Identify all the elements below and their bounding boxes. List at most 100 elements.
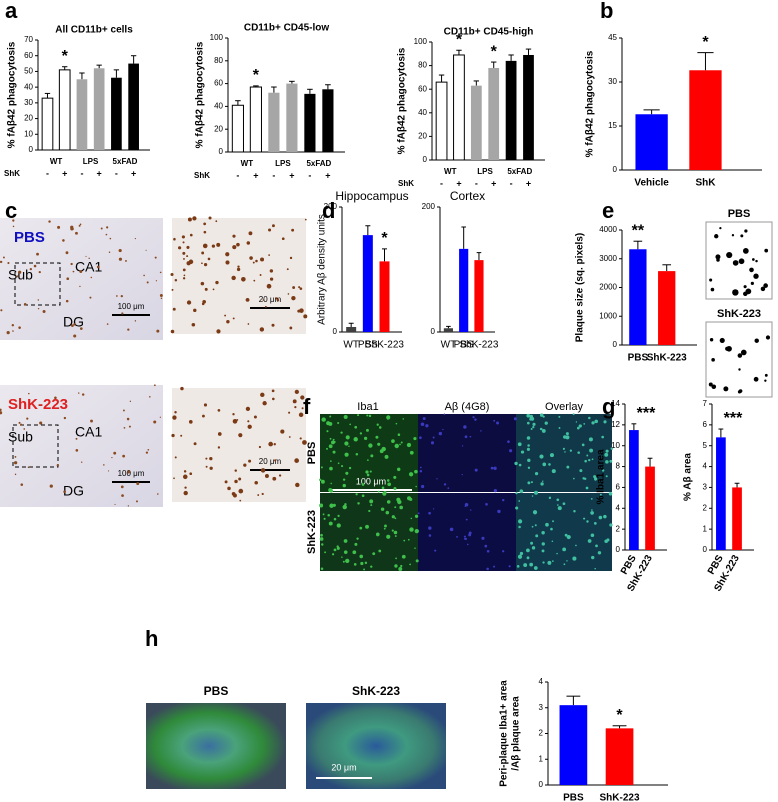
texture (6, 330, 10, 335)
texture (410, 517, 413, 520)
texture (63, 416, 67, 420)
y-tick-label: 14 (611, 399, 620, 408)
texture (114, 503, 116, 505)
texture (276, 298, 280, 302)
texture (586, 454, 589, 457)
y-axis-label: /Aβ plaque area (511, 696, 522, 771)
texture (540, 482, 544, 486)
column-label: Iba1 (357, 401, 378, 413)
texture (231, 491, 236, 496)
texture (225, 252, 230, 257)
texture (113, 451, 117, 455)
texture (255, 259, 258, 263)
texture (224, 480, 228, 484)
texture (216, 242, 221, 247)
texture (594, 419, 599, 424)
texture (125, 259, 127, 262)
texture (709, 338, 714, 342)
texture (469, 435, 472, 438)
annotation: ** (632, 222, 645, 239)
bar (379, 261, 390, 332)
texture (428, 511, 431, 515)
y-tick-label: 80 (418, 61, 427, 70)
texture (359, 526, 363, 530)
bar (505, 60, 517, 160)
texture (2, 256, 5, 259)
texture (21, 237, 23, 239)
texture (234, 469, 237, 472)
texture (369, 499, 374, 504)
texture (269, 277, 274, 281)
y-tick-label: 8 (616, 462, 621, 471)
texture (714, 234, 719, 239)
texture (184, 486, 187, 489)
texture (246, 241, 251, 245)
texture (342, 560, 345, 563)
bar (111, 77, 122, 150)
chart-title: Cortex (450, 189, 485, 203)
texture (463, 535, 466, 538)
x-tick-label: ShK-223 (647, 353, 687, 364)
texture (526, 421, 530, 425)
texture (421, 484, 425, 489)
texture (134, 237, 136, 240)
y-tick-label: 0 (616, 545, 621, 554)
texture (266, 283, 272, 289)
x-tick-label: ShK-223 (365, 340, 404, 351)
annotation: * (253, 67, 260, 84)
texture (436, 478, 438, 480)
group-label: 5xFAD (113, 157, 138, 166)
texture (217, 432, 222, 436)
group-label: LPS (477, 167, 493, 176)
texture (609, 459, 613, 463)
x-tick-label: ShK-223 (600, 793, 640, 802)
texture (442, 428, 444, 431)
texture (601, 469, 605, 472)
texture (243, 463, 247, 467)
texture (394, 517, 397, 520)
texture (11, 324, 15, 327)
texture (248, 459, 252, 463)
texture (116, 295, 118, 297)
texture (258, 445, 262, 449)
texture (107, 470, 110, 472)
texture (605, 449, 609, 453)
texture (236, 267, 241, 272)
y-tick-label: 80 (214, 56, 223, 65)
y-tick-label: 60 (24, 51, 33, 60)
texture (594, 478, 597, 481)
texture (493, 488, 498, 493)
texture (156, 329, 160, 333)
bar (346, 327, 357, 332)
y-tick-label: 10 (24, 129, 33, 138)
texture (253, 279, 256, 282)
texture (202, 414, 205, 418)
texture (85, 255, 87, 257)
texture (461, 474, 463, 476)
texture (143, 274, 145, 277)
texture (159, 416, 161, 418)
texture (291, 295, 296, 301)
region-label: CA1 (75, 424, 102, 440)
texture (716, 258, 720, 262)
texture (301, 407, 304, 410)
image-label: PBS (728, 208, 751, 220)
texture (591, 458, 594, 461)
texture (518, 500, 521, 502)
texture (12, 219, 15, 222)
texture (272, 224, 275, 228)
texture (558, 427, 561, 429)
texture (216, 329, 221, 334)
texture (298, 286, 301, 289)
texture (517, 442, 522, 447)
texture (236, 242, 240, 247)
texture (343, 414, 348, 420)
texture (472, 416, 475, 419)
texture (517, 554, 523, 559)
texture (208, 216, 212, 220)
texture (576, 426, 580, 430)
bar (41, 97, 54, 151)
x-tick-label: WT (441, 340, 457, 351)
texture (381, 446, 386, 452)
texture (359, 432, 363, 435)
